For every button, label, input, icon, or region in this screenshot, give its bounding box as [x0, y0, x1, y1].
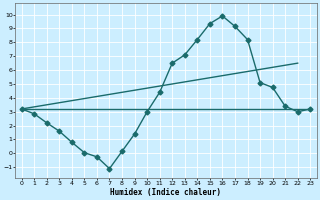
X-axis label: Humidex (Indice chaleur): Humidex (Indice chaleur) [110, 188, 221, 197]
